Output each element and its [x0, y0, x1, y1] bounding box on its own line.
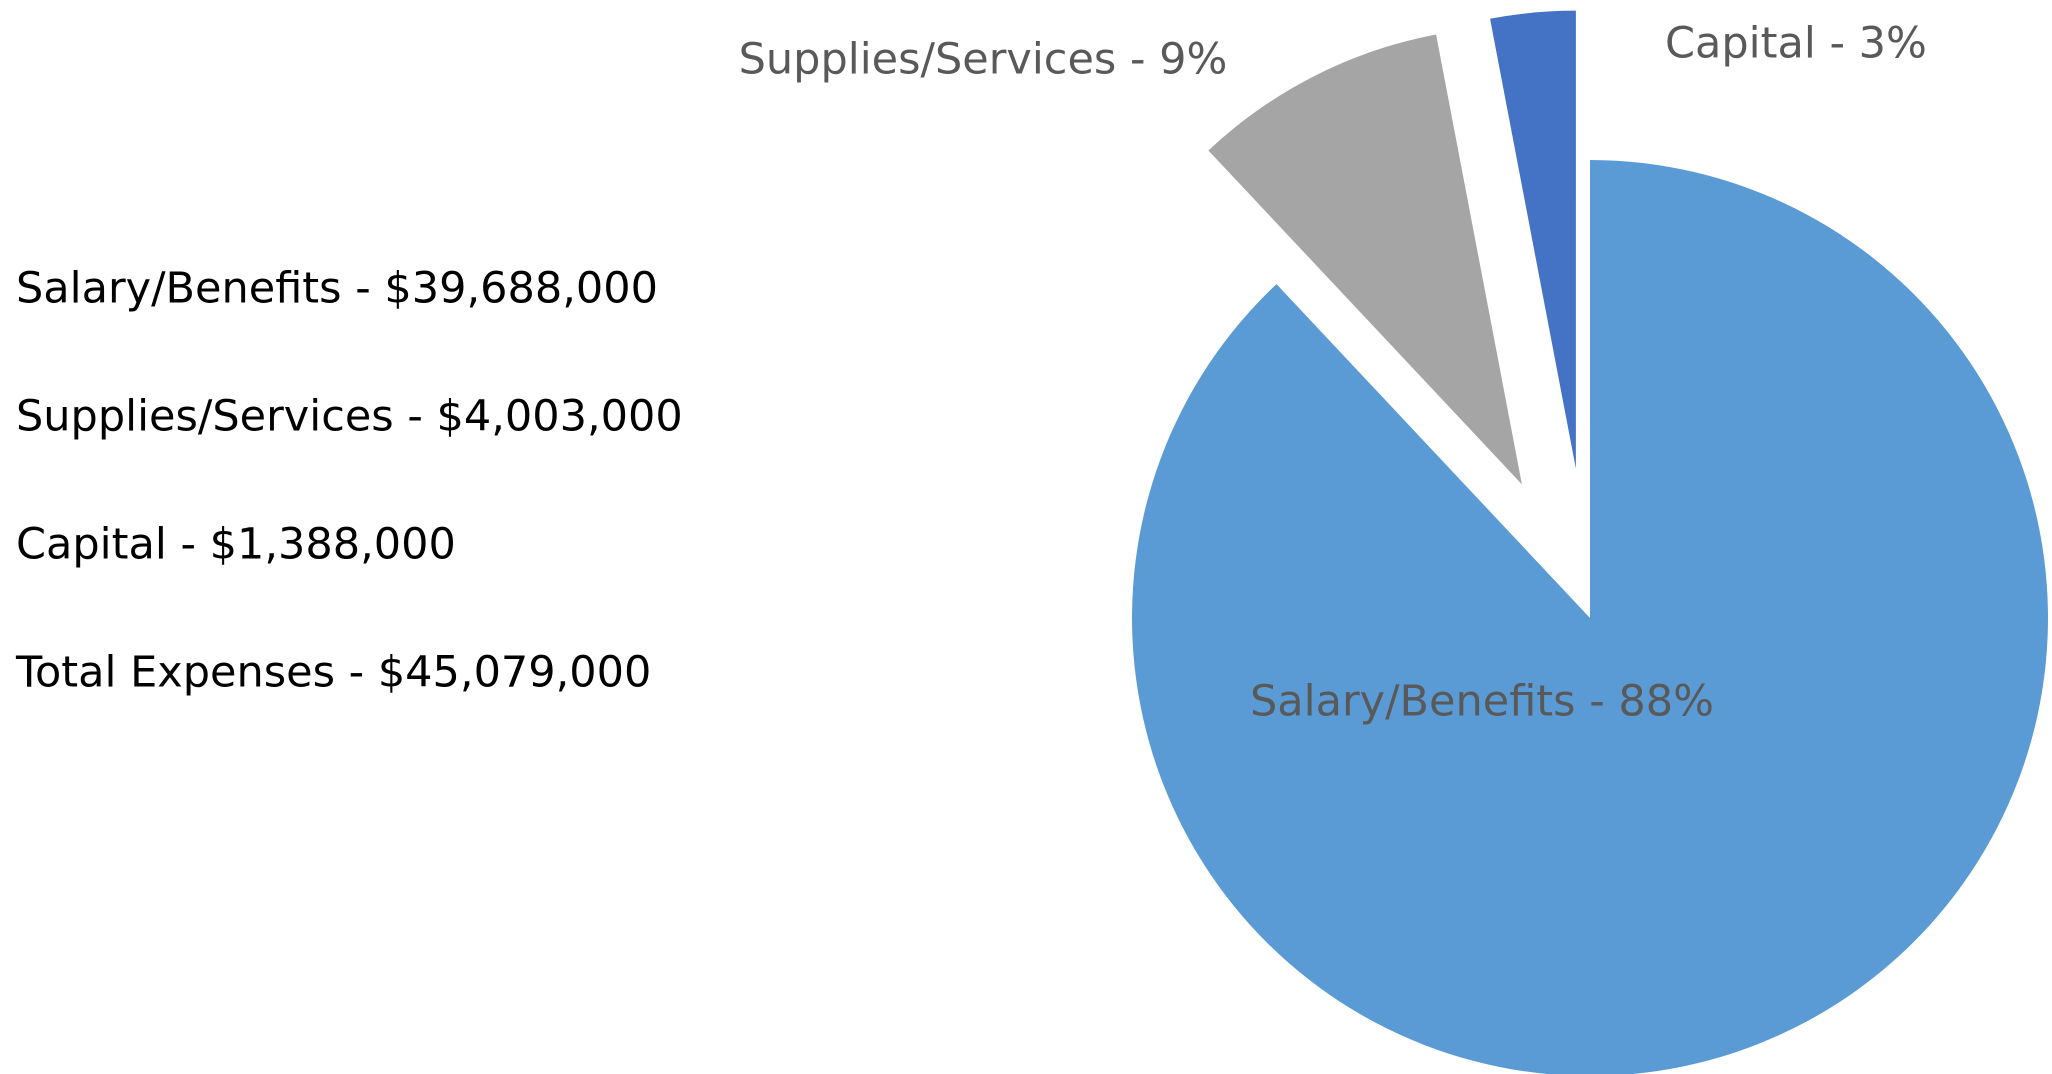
- annotation: Total Expenses - $45,079,000: [15, 648, 651, 698]
- annotation: Capital - $1,388,000: [16, 520, 456, 570]
- slice-label: Capital - 3%: [1665, 19, 1927, 69]
- pie-slice: [1132, 160, 2048, 1074]
- slice-label: Supplies/Services - 9%: [739, 35, 1228, 85]
- slice-labels: Salary/Benefits - 88% Supplies/Services -…: [739, 19, 1927, 727]
- pie-slice: [1208, 34, 1522, 485]
- notes: Salary/Benefits - $39,688,000 Supplies/Se…: [15, 264, 683, 698]
- annotation: Salary/Benefits - $39,688,000: [16, 264, 658, 314]
- annotation: Supplies/Services - $4,003,000: [16, 392, 683, 442]
- pie-slice: [1490, 10, 1576, 469]
- pie: [1132, 10, 2048, 1074]
- slice-label: Salary/Benefits - 88%: [1250, 677, 1714, 727]
